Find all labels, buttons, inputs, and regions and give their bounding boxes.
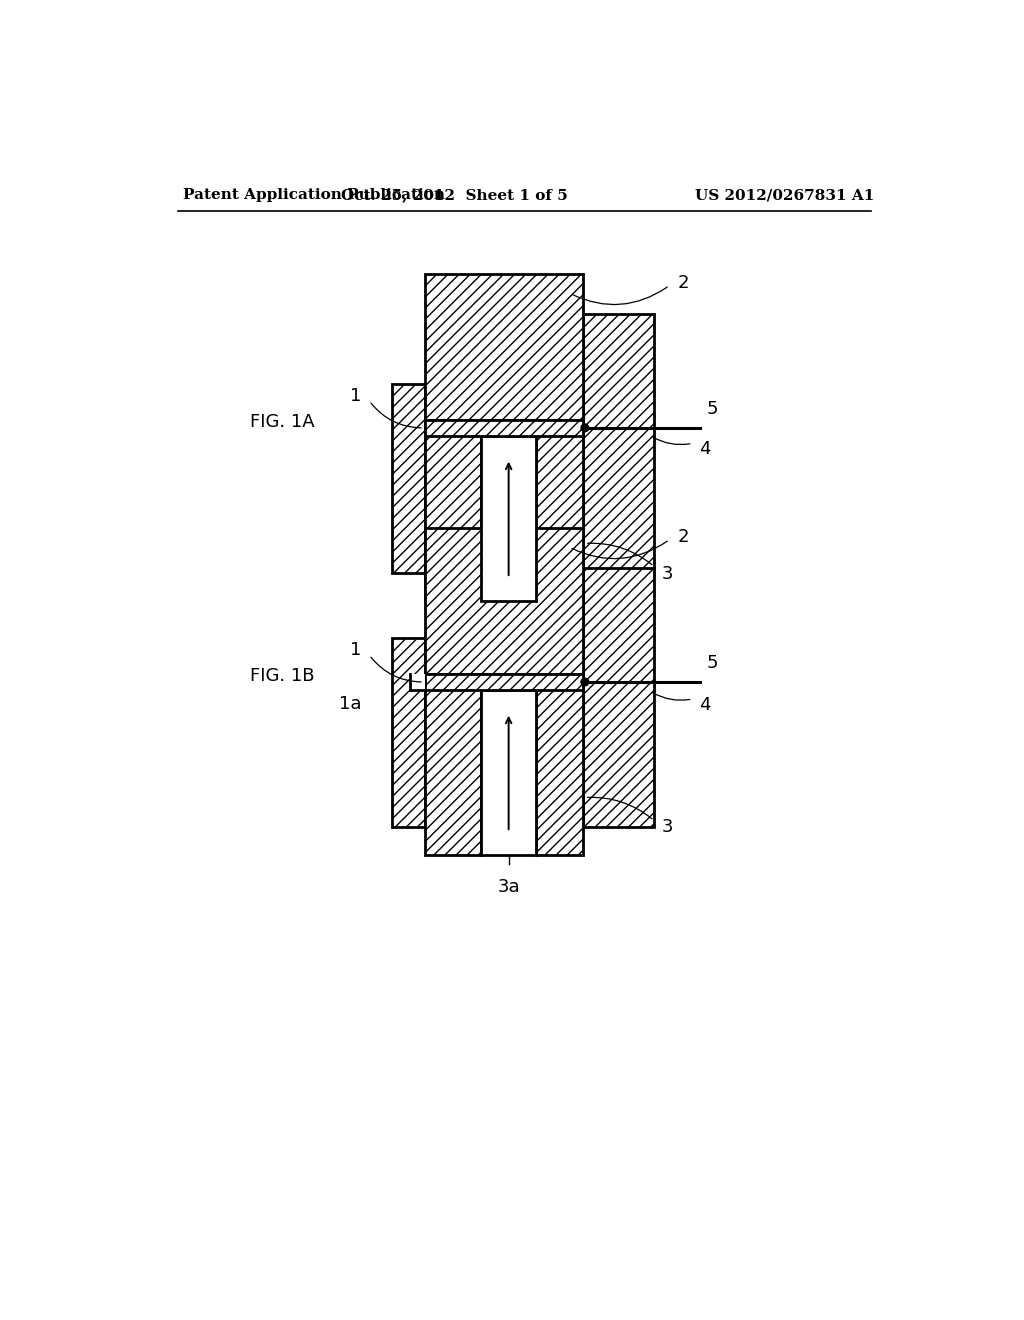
Text: 3: 3 bbox=[662, 818, 674, 836]
Bar bbox=[425, 675, 584, 689]
Bar bbox=[425, 420, 584, 436]
Bar bbox=[537, 675, 584, 855]
Bar bbox=[425, 675, 481, 855]
Bar bbox=[537, 420, 584, 601]
Text: US 2012/0267831 A1: US 2012/0267831 A1 bbox=[695, 189, 874, 202]
Bar bbox=[481, 436, 537, 601]
Bar bbox=[392, 384, 425, 573]
Bar bbox=[410, 675, 425, 689]
Bar bbox=[425, 420, 481, 601]
Text: 3: 3 bbox=[662, 565, 674, 583]
Bar bbox=[481, 689, 537, 855]
Text: 5: 5 bbox=[707, 653, 718, 672]
Text: 3a: 3a bbox=[498, 624, 520, 643]
Text: 4: 4 bbox=[698, 441, 711, 458]
Bar bbox=[584, 314, 654, 573]
Text: Oct. 25, 2012  Sheet 1 of 5: Oct. 25, 2012 Sheet 1 of 5 bbox=[341, 189, 567, 202]
Text: 2: 2 bbox=[677, 275, 689, 292]
Text: 5: 5 bbox=[707, 400, 718, 417]
Circle shape bbox=[581, 678, 589, 686]
Bar bbox=[392, 638, 425, 826]
Text: FIG. 1A: FIG. 1A bbox=[250, 413, 314, 430]
Text: 1: 1 bbox=[350, 387, 361, 404]
Bar bbox=[584, 568, 654, 826]
Text: 1a: 1a bbox=[339, 694, 361, 713]
Bar bbox=[425, 275, 584, 420]
Circle shape bbox=[581, 424, 589, 432]
Text: 1: 1 bbox=[350, 640, 361, 659]
Bar bbox=[425, 528, 584, 675]
Text: FIG. 1B: FIG. 1B bbox=[250, 667, 314, 685]
Text: 2: 2 bbox=[677, 528, 689, 546]
Text: Patent Application Publication: Patent Application Publication bbox=[183, 189, 444, 202]
Text: 3a: 3a bbox=[498, 878, 520, 896]
Text: 4: 4 bbox=[698, 696, 711, 714]
